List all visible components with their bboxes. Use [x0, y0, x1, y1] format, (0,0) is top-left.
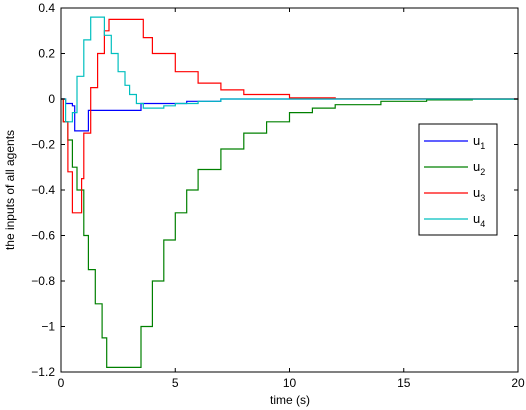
y-tick-label: −1: [41, 320, 55, 334]
legend-label-base: u: [473, 211, 480, 226]
x-tick-label: 5: [172, 376, 179, 390]
legend-label-subscript: 4: [480, 219, 485, 229]
legend-label-base: u: [473, 185, 480, 200]
legend-label-u1: u1: [473, 133, 485, 151]
y-tick-label: −0.4: [31, 183, 55, 197]
y-tick-label: −0.6: [31, 229, 55, 243]
legend-box: [418, 123, 498, 236]
series-line-u1: [61, 98, 518, 132]
x-axis-label: time (s): [270, 393, 310, 407]
series-line-u4: [61, 16, 518, 123]
legend-label-base: u: [473, 133, 480, 148]
y-axis-label: the inputs of all agents: [3, 130, 17, 250]
series-layer: [61, 16, 519, 368]
y-tick-label: −1.2: [31, 365, 55, 379]
x-tick-label: 10: [283, 376, 297, 390]
y-tick-label: −0.2: [31, 138, 55, 152]
series-line-u2: [61, 98, 519, 368]
x-tick-label: 15: [397, 376, 411, 390]
legend-label-base: u: [473, 159, 480, 174]
series-line-u3: [61, 18, 519, 214]
y-tick-label: 0.4: [38, 1, 55, 15]
x-tick-label: 20: [511, 376, 525, 390]
legend-label-subscript: 2: [480, 167, 485, 177]
legend-label-u2: u2: [473, 159, 485, 177]
y-tick-label: 0.2: [38, 47, 55, 61]
legend-label-u4: u4: [473, 211, 485, 229]
legend-label-u3: u3: [473, 185, 485, 203]
y-tick-label: 0: [48, 92, 55, 106]
y-tick-label: −0.8: [31, 274, 55, 288]
tick-layer: 0 5 10 15 20 0.4 0.2 0 −0.2 −0.4 −0.6 −0.8 −1 −1.2: [31, 1, 525, 390]
legend-label-subscript: 1: [480, 141, 485, 151]
x-tick-label: 0: [58, 376, 65, 390]
legend-label-subscript: 3: [480, 193, 485, 203]
